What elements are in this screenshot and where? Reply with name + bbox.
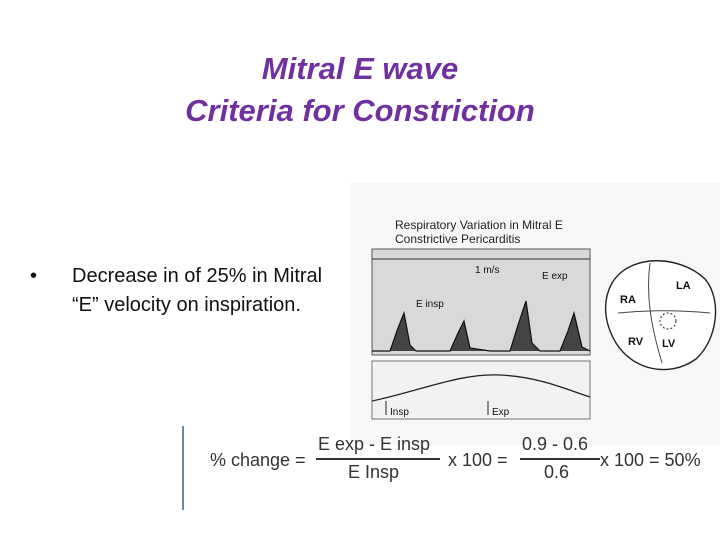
figure-heading-2: Constrictive Pericarditis [395,232,520,246]
formula-denominator-2: 0.6 [544,462,570,482]
formula-times-2: x 100 = 50% [600,450,701,470]
formula-box: % change = E exp - E insp E Insp x 100 =… [180,422,720,514]
doppler-figure: Respiratory Variation in Mitral E Constr… [350,183,720,445]
heart-diagram: LA RA RV LV [604,260,717,371]
e-insp-label: E insp [416,299,444,310]
doppler-trace-area [371,248,591,356]
scale-label: 1 m/s [475,265,499,276]
title-line-1: Mitral E wave [261,51,459,86]
insp-label: Insp [390,407,409,418]
respiration-curve [371,374,591,402]
fraction-bar-2 [520,458,600,460]
bullet-text: Decrease in of 25% in Mitral “E” velocit… [72,265,323,316]
la-label: LA [676,280,691,292]
slide-title: Mitral E wave Criteria for Constriction [0,48,720,132]
respiration-area [371,360,591,420]
fraction-bar-1 [316,458,440,460]
bullet-icon: • [30,265,38,287]
formula-numerator-1: E exp - E insp [318,434,431,454]
formula-numerator-2: 0.9 - 0.6 [522,434,589,454]
lv-label: LV [662,338,676,350]
mitral-inflow-trace [372,300,591,352]
e-exp-label: E exp [542,271,568,282]
formula-denominator-1: E Insp [348,462,400,482]
formula-times-1: x 100 = [448,450,508,470]
formula-lhs: % change = [210,450,306,470]
formula-divider [182,426,184,510]
title-line-2: Criteria for Constriction [185,93,535,128]
ra-label: RA [620,294,636,306]
exp-label: Exp [492,407,510,418]
figure-heading-1: Respiratory Variation in Mitral E [395,218,563,232]
rv-label: RV [628,336,644,348]
